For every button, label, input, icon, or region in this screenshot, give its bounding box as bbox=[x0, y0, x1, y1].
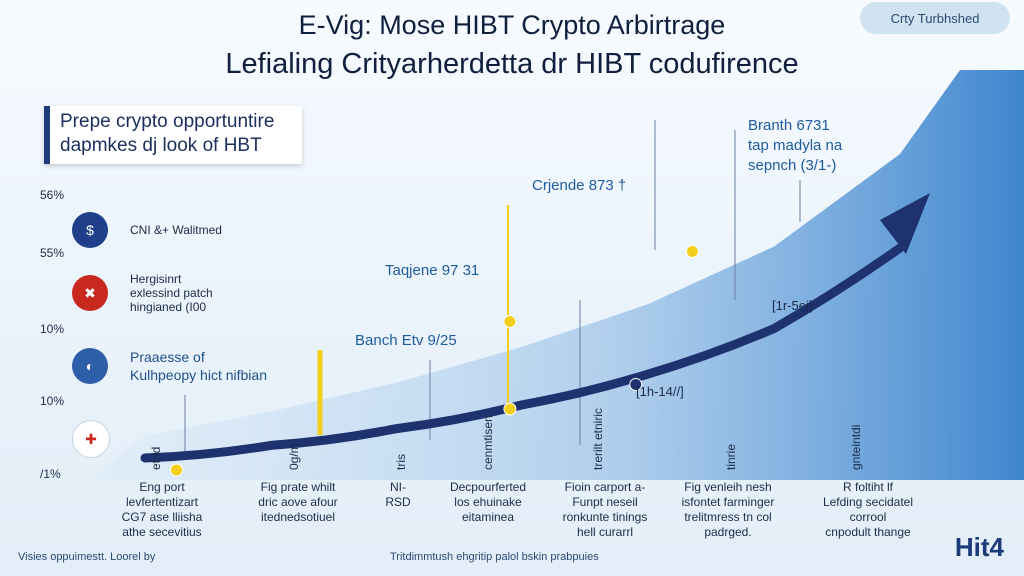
annotation-branth-1: Branth 6731 bbox=[748, 117, 830, 134]
legend-item: ✚ bbox=[72, 420, 110, 458]
category-caption: R foltiht lf Lefding secidatel corrool cnpo… bbox=[798, 480, 938, 540]
data-point bbox=[503, 402, 517, 416]
category-caption-line: athe secevitius bbox=[122, 525, 202, 539]
category-caption: Decpourferted los ehuinake eitaminea bbox=[418, 480, 558, 525]
category-caption-line: Decpourferted bbox=[449, 480, 527, 494]
chart-area bbox=[94, 70, 1024, 480]
category-caption-line: Fioin carport a- bbox=[564, 480, 646, 494]
legend-label: CNI &+ Walitmed bbox=[130, 223, 222, 237]
y-tick-label: /1% bbox=[40, 467, 61, 481]
category-caption-line: padrged. bbox=[704, 525, 752, 539]
globe-icon: ◐ bbox=[72, 348, 108, 384]
category-caption-line: Funpt neseil bbox=[572, 495, 638, 509]
series-line bbox=[140, 243, 905, 463]
legend-label-line: Praaesse of bbox=[130, 349, 205, 365]
annotation-branth-3: sepnch (3/1-) bbox=[748, 157, 836, 174]
legend-label-line: CNI &+ Walitmed bbox=[130, 223, 222, 237]
x-tick-label: cenmtisen bbox=[481, 415, 495, 470]
callout-box: Prepe crypto opportuntire dapmkes dj loo… bbox=[44, 106, 302, 164]
category-caption-line: hell curarrl bbox=[576, 525, 633, 539]
category-caption-line: eitaminea bbox=[461, 510, 515, 524]
footer-left: Visies oppuimestt. Loorel by bbox=[18, 551, 156, 563]
legend-label: Hergisinrt exlessind patch hingianed (I00 bbox=[130, 272, 213, 314]
x-tick-label: trerilt etniric bbox=[591, 408, 605, 470]
y-tick-label: 56% bbox=[40, 188, 64, 202]
category-caption-line: cnpodult thange bbox=[825, 525, 911, 539]
data-point bbox=[629, 378, 643, 391]
x-tick-label: etrid bbox=[149, 447, 163, 470]
status-badge: Crty Turbhshed bbox=[860, 2, 1010, 34]
annotation-crjende: Crjende 873 † bbox=[532, 177, 626, 194]
category-caption-line: Fig venleih nesh bbox=[684, 480, 772, 494]
callout-line2: dapmkes dj look of HBT bbox=[60, 135, 262, 156]
category-caption-line: ronkunte tinings bbox=[562, 510, 648, 524]
chart-title-line2: Lefialing Crityarherdetta dr HIBT codufi… bbox=[225, 48, 799, 80]
category-caption-line: NI- bbox=[390, 480, 406, 494]
chart-title-line1: E-Vig: Mose HIBT Crypto Arbirtrage bbox=[298, 10, 726, 40]
category-caption-line: trelitmress tn col bbox=[684, 510, 772, 524]
flag-icon: ✖ bbox=[72, 275, 108, 311]
annotation-branth-2: tap madyla na bbox=[748, 137, 843, 154]
y-tick-label: 10% bbox=[40, 394, 64, 408]
y-tick-label: 10% bbox=[40, 322, 64, 336]
annotation-banch: Banch Etv 9/25 bbox=[355, 332, 457, 349]
category-caption-line: itednedsotiuel bbox=[260, 510, 336, 524]
data-point bbox=[169, 463, 183, 477]
category-caption: Fig venleih nesh isfontet farminger trelit… bbox=[658, 480, 798, 540]
shield-icon: $ bbox=[72, 212, 108, 248]
category-caption-line: Lefding secidatel bbox=[822, 495, 914, 509]
legend-item: $ CNI &+ Walitmed bbox=[72, 212, 222, 248]
legend-item: ✖ Hergisinrt exlessind patch hingianed (I00 bbox=[72, 272, 213, 314]
annotation-taqjene: Taqjene 97 31 bbox=[385, 262, 479, 279]
annotation-range-lower: [1h-14//] bbox=[636, 384, 684, 399]
category-caption-line: dric aove afour bbox=[258, 495, 338, 509]
category-caption: Eng port levfertentizart CG7 ase lliisha at… bbox=[92, 480, 232, 540]
x-tick-label: tris bbox=[394, 454, 408, 470]
x-tick-label: 0g/m bbox=[287, 443, 301, 470]
category-caption-line: isfontet farminger bbox=[681, 495, 775, 509]
x-tick-label: tinrie bbox=[724, 444, 738, 470]
series-arrowhead bbox=[880, 193, 930, 254]
y-tick-label: 55% bbox=[40, 246, 64, 260]
category-caption-line: RSD bbox=[385, 495, 411, 509]
data-point bbox=[685, 245, 699, 258]
legend-label-line: Kulhpeopy hict nifbian bbox=[130, 367, 267, 383]
uk-flag-icon: ✚ bbox=[72, 420, 110, 458]
brand-logo: Hit4 bbox=[954, 532, 1004, 562]
category-caption-line: Eng port bbox=[139, 480, 185, 494]
category-caption: Fig prate whilt dric aove afour itednedsot… bbox=[228, 480, 368, 525]
category-caption-line: los ehuinake bbox=[454, 495, 522, 509]
category-caption-line: corrool bbox=[849, 510, 887, 524]
category-caption-line: levfertentizart bbox=[125, 495, 199, 509]
category-caption-line: Fig prate whilt bbox=[260, 480, 336, 494]
legend-label-line: hingianed (I00 bbox=[130, 300, 207, 314]
legend-label-line: exlessind patch bbox=[130, 286, 213, 300]
footer-center: Tritdimmtush ehgritip palol bskin prabpu… bbox=[390, 551, 599, 563]
callout-line1: Prepe crypto opportuntire bbox=[60, 111, 275, 132]
category-caption-line: CG7 ase lliisha bbox=[121, 510, 203, 524]
category-caption-line: R foltiht lf bbox=[842, 480, 893, 494]
legend-label-line: Hergisinrt bbox=[130, 272, 182, 286]
annotation-range-upper: [1r-5ej] bbox=[772, 298, 812, 313]
legend-item: ◐ Praaesse of Kulhpeopy hict nifbian bbox=[72, 348, 267, 384]
x-tick-label: gnteintdi bbox=[849, 425, 863, 470]
category-caption: NI- RSD bbox=[328, 480, 468, 510]
data-point bbox=[503, 315, 517, 328]
legend-label: Praaesse of Kulhpeopy hict nifbian bbox=[130, 348, 267, 384]
category-caption: Fioin carport a- Funpt neseil ronkunte tin… bbox=[535, 480, 675, 540]
